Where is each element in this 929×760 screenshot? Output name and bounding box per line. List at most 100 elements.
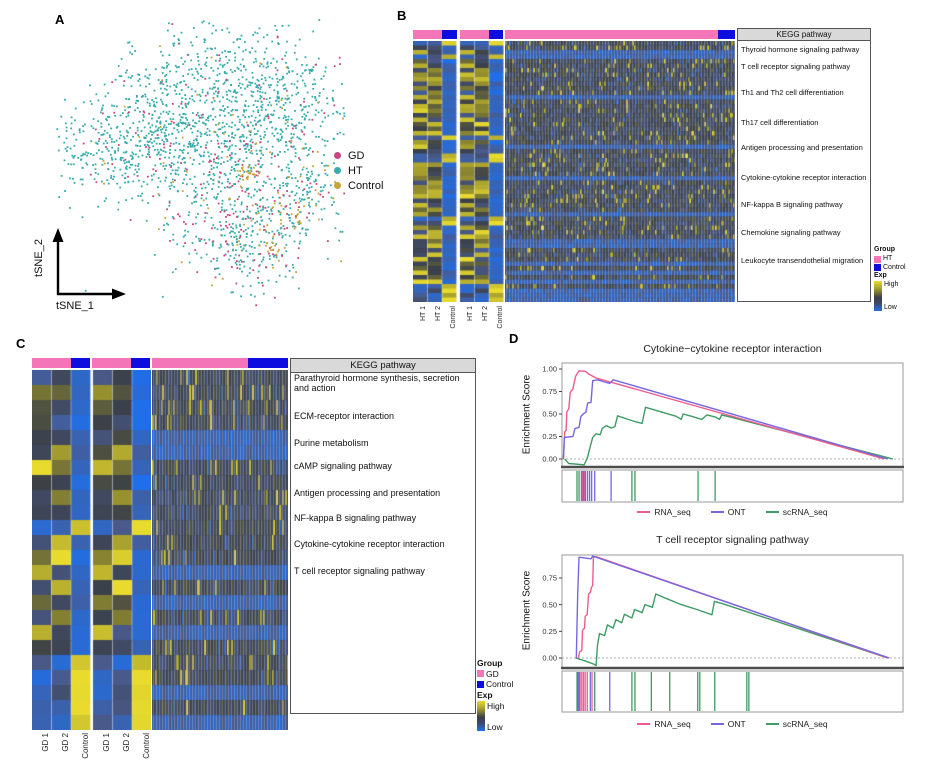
legend-group-item: Control — [874, 264, 906, 273]
heatmap-column-label: Control — [142, 733, 151, 759]
annotation-segment — [92, 358, 131, 368]
legend-swatch — [477, 670, 484, 678]
svg-text:0.75: 0.75 — [542, 387, 557, 396]
exp-high-label: High — [884, 281, 899, 288]
svg-text:0.00: 0.00 — [542, 654, 557, 663]
legend-exp-title: Exp — [874, 272, 887, 280]
legend-swatch — [477, 681, 484, 689]
heatmap-column-label: GD 2 — [122, 733, 131, 752]
exp-scale-labels: High Low — [487, 701, 504, 733]
legend-group-item: Control — [477, 679, 513, 690]
legend-label: Control — [486, 679, 514, 690]
legend-label: scRNA_seq — [782, 719, 828, 729]
legend-label: HT — [883, 254, 893, 262]
legend-dot-icon — [334, 182, 341, 189]
exp-low-label: Low — [487, 721, 503, 732]
heatmap-c-single-cells — [152, 370, 288, 730]
annotation-segment — [131, 358, 150, 368]
heatmap-column-label: GD 1 — [102, 733, 111, 752]
gsea-legend-item: RNA_seq — [637, 507, 691, 517]
heatmap-c-bulk-samples — [32, 370, 151, 730]
exp-low-label: Low — [884, 304, 897, 312]
gsea-legend-item: scRNA_seq — [765, 719, 828, 729]
tsne-legend: GD HT Control — [334, 148, 383, 193]
kegg-pathway-label: Th1 and Th2 cell differentiation — [741, 88, 844, 97]
svg-text:0.50: 0.50 — [542, 410, 557, 419]
kegg-pathway-label: Parathyroid hormone synthesis, secretion… — [294, 373, 460, 394]
legend-exp-scale: High Low — [477, 700, 513, 733]
legend-dot-icon — [334, 152, 341, 159]
annotation-segment — [442, 30, 457, 39]
kegg-pathway-label: Th17 cell differentiation — [741, 118, 819, 127]
panel-b-label: B — [397, 8, 407, 23]
legend-label: Control — [883, 263, 906, 271]
kegg-pathway-label: NF-kappa B signaling pathway — [741, 200, 843, 209]
svg-text:1.00: 1.00 — [542, 365, 557, 374]
exp-scale-labels: High Low — [884, 281, 898, 313]
legend-line-swatch — [637, 722, 651, 726]
exp-gradient-bar — [874, 281, 882, 311]
svg-text:0.25: 0.25 — [542, 627, 557, 636]
legend-group-title: Group — [477, 658, 503, 668]
legend-line-swatch — [710, 510, 724, 514]
gsea-legend-item: ONT — [710, 507, 746, 517]
annotation-segment — [489, 30, 503, 39]
svg-text:0.25: 0.25 — [542, 432, 557, 441]
svg-text:0.75: 0.75 — [542, 574, 557, 583]
tsne-legend-item: HT — [334, 163, 383, 178]
kegg-pathway-label: T cell receptor signaling pathway — [294, 566, 425, 576]
annotation-segment — [718, 30, 735, 39]
legend-group-item: HT — [874, 255, 906, 264]
kegg-pathway-label: Cytokine-cytokine receptor interaction — [741, 173, 867, 182]
legend-line-swatch — [710, 722, 724, 726]
legend-group-item: GD — [477, 669, 513, 680]
legend-label: scRNA_seq — [782, 507, 828, 517]
legend-swatch — [874, 264, 881, 272]
gsea-plot2-title: T cell receptor signaling pathway — [656, 534, 809, 546]
legend-dot-icon — [334, 167, 341, 174]
svg-text:0.50: 0.50 — [542, 600, 557, 609]
legend-label: ONT — [727, 719, 746, 729]
heatmap-b-bulk-samples — [413, 41, 504, 302]
kegg-pathway-header: KEGG pathway — [291, 359, 475, 373]
kegg-pathway-label: T cell receptor signaling pathway — [741, 62, 851, 71]
heatmap-column-label: Control — [450, 306, 457, 329]
heatmap-c-legend: Group GD Control Exp High Low — [477, 658, 513, 733]
annotation-segment — [505, 30, 718, 39]
tsne-legend-item: GD — [334, 148, 383, 163]
legend-line-swatch — [765, 510, 779, 514]
heatmap-column-label: HT 2 — [482, 306, 489, 322]
kegg-pathway-label: Cytokine-cytokine receptor interaction — [294, 539, 445, 549]
legend-label: GD — [486, 668, 499, 679]
heatmap-column-label: Control — [497, 306, 504, 329]
legend-label: RNA_seq — [654, 719, 691, 729]
heatmap-column-label: GD 2 — [61, 733, 70, 752]
tsne-x-axis-label: tSNE_1 — [56, 300, 94, 312]
exp-gradient-bar — [477, 700, 485, 731]
legend-label: ONT — [727, 507, 746, 517]
gsea-legend-item: scRNA_seq — [765, 507, 828, 517]
heatmap-column-label: HT 1 — [467, 306, 474, 322]
panel-d-label: D — [509, 331, 519, 346]
heatmap-b-kegg-pathway-box: KEGG pathway Thyroid hormone signaling p… — [737, 28, 871, 302]
legend-label: RNA_seq — [654, 507, 691, 517]
heatmap-c-kegg-pathway-box: KEGG pathway Parathyroid hormone synthes… — [290, 358, 476, 714]
annotation-segment — [460, 30, 489, 39]
annotation-segment — [32, 358, 71, 368]
kegg-pathway-label: Purine metabolism — [294, 438, 369, 448]
gsea-plot1-legend: RNA_seq ONT scRNA_seq — [562, 507, 903, 517]
gsea-plot2-legend: RNA_seq ONT scRNA_seq — [562, 719, 903, 729]
panel-a-label: A — [55, 12, 65, 27]
heatmap-column-label: HT 2 — [435, 306, 442, 322]
heatmap-b-legend: Group HT Control Exp High Low — [874, 246, 906, 313]
heatmap-column-label: HT 1 — [420, 306, 427, 322]
legend-label: HT — [348, 164, 363, 177]
kegg-pathway-label: cAMP signaling pathway — [294, 461, 392, 471]
exp-high-label: High — [487, 700, 505, 711]
kegg-pathway-label: Thyroid hormone signaling pathway — [741, 45, 860, 54]
tsne-scatter-plot — [56, 19, 346, 307]
tsne-y-axis-label: tSNE_2 — [33, 239, 45, 277]
annotation-segment — [248, 358, 288, 368]
heatmap-b-single-cells — [505, 41, 735, 302]
